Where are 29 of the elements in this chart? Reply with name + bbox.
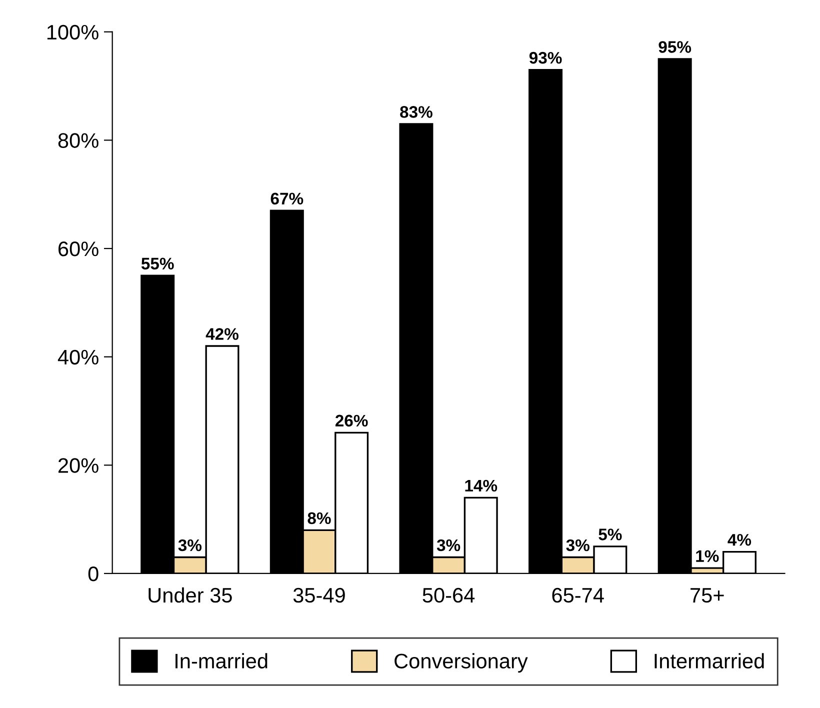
data-label: 83% <box>400 106 432 118</box>
y-tick-label: 60% <box>58 242 98 256</box>
data-label: 67% <box>270 192 304 205</box>
x-tick-label: Under 35 <box>148 587 232 603</box>
data-label: 14% <box>465 480 498 492</box>
y-tick-label: 80% <box>58 133 98 148</box>
data-label: 93% <box>529 52 562 64</box>
data-label: 26% <box>335 414 368 427</box>
x-tick-label: 75+ <box>690 588 724 603</box>
x-tick-label: 50-64 <box>422 588 475 603</box>
legend-label: In-married <box>176 653 268 668</box>
data-label: 5% <box>598 528 622 540</box>
data-label: 3% <box>436 539 460 552</box>
data-label: 4% <box>728 534 752 546</box>
y-tick-label: 0 <box>88 566 98 582</box>
data-label: 55% <box>141 258 174 270</box>
y-tick-label: 40% <box>58 350 98 365</box>
data-label: 8% <box>308 512 331 524</box>
data-label: 3% <box>178 539 202 552</box>
legend-label: Conversionary <box>394 653 528 673</box>
data-label: 1% <box>696 550 719 562</box>
y-tick-label: 20% <box>58 458 98 473</box>
legend-label: Intermarried <box>654 653 764 668</box>
data-label: 42% <box>206 328 238 340</box>
y-tick-label: 100% <box>47 24 98 40</box>
x-tick-label: 35-49 <box>293 588 345 603</box>
data-label: 95% <box>658 41 692 53</box>
x-tick-label: 65-74 <box>552 588 604 603</box>
data-label: 3% <box>566 539 590 552</box>
